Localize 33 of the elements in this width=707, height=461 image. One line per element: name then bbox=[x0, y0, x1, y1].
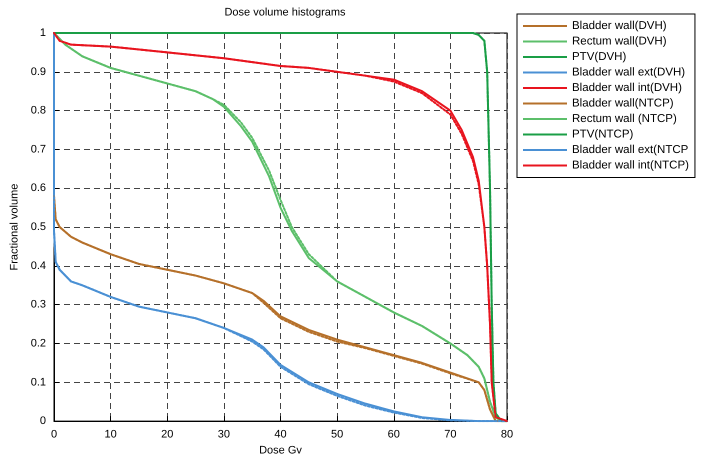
legend-label: Bladder wall int(DVH) bbox=[572, 82, 682, 94]
x-tick-label: 10 bbox=[104, 428, 117, 441]
legend-label: Bladder wall int(NTCP) bbox=[572, 160, 690, 172]
x-tick-label: 70 bbox=[444, 428, 456, 441]
x-tick-label: 60 bbox=[388, 428, 400, 441]
y-tick-label: 1 bbox=[40, 27, 46, 39]
y-tick-label: 0.4 bbox=[30, 260, 46, 272]
x-tick-label: 30 bbox=[218, 428, 230, 441]
y-tick-label: 0.7 bbox=[30, 143, 46, 156]
y-axis-title: Fractional volume bbox=[8, 184, 20, 270]
chart-title: Dose volume histograms bbox=[224, 6, 346, 18]
y-tick-label: 0.1 bbox=[30, 376, 46, 388]
legend-label: Bladder wall ext(NTCP bbox=[572, 144, 689, 156]
x-axis-title: Dose Gv bbox=[259, 444, 302, 456]
x-tick-label: 80 bbox=[500, 428, 514, 441]
y-tick-label: 0.8 bbox=[30, 104, 46, 117]
y-tick-label: 0.5 bbox=[30, 221, 46, 234]
y-tick-label: 0.6 bbox=[30, 182, 46, 194]
y-tick-label: 0.2 bbox=[30, 337, 46, 350]
y-tick-label: 0.3 bbox=[30, 298, 46, 311]
x-tick-label: 0 bbox=[50, 428, 58, 441]
legend-label: Bladder wall ext(DVH) bbox=[572, 66, 686, 78]
legend-label: Rectum wall(DVH) bbox=[572, 36, 667, 48]
legend-label: Rectum wall (NTCP) bbox=[572, 113, 677, 125]
y-tick-label: 0.9 bbox=[30, 66, 46, 78]
x-tick-label: 50 bbox=[331, 428, 344, 441]
legend-label: Bladder wall(NTCP) bbox=[572, 98, 674, 110]
x-tick-label: 40 bbox=[274, 428, 287, 441]
y-tick-label: 0 bbox=[40, 415, 46, 428]
legend-label: PTV(NTCP) bbox=[572, 128, 634, 140]
x-tick-label: 20 bbox=[161, 428, 174, 441]
legend-label: Bladder wall(DVH) bbox=[572, 20, 667, 32]
legend-label: PTV(DVH) bbox=[572, 51, 626, 63]
